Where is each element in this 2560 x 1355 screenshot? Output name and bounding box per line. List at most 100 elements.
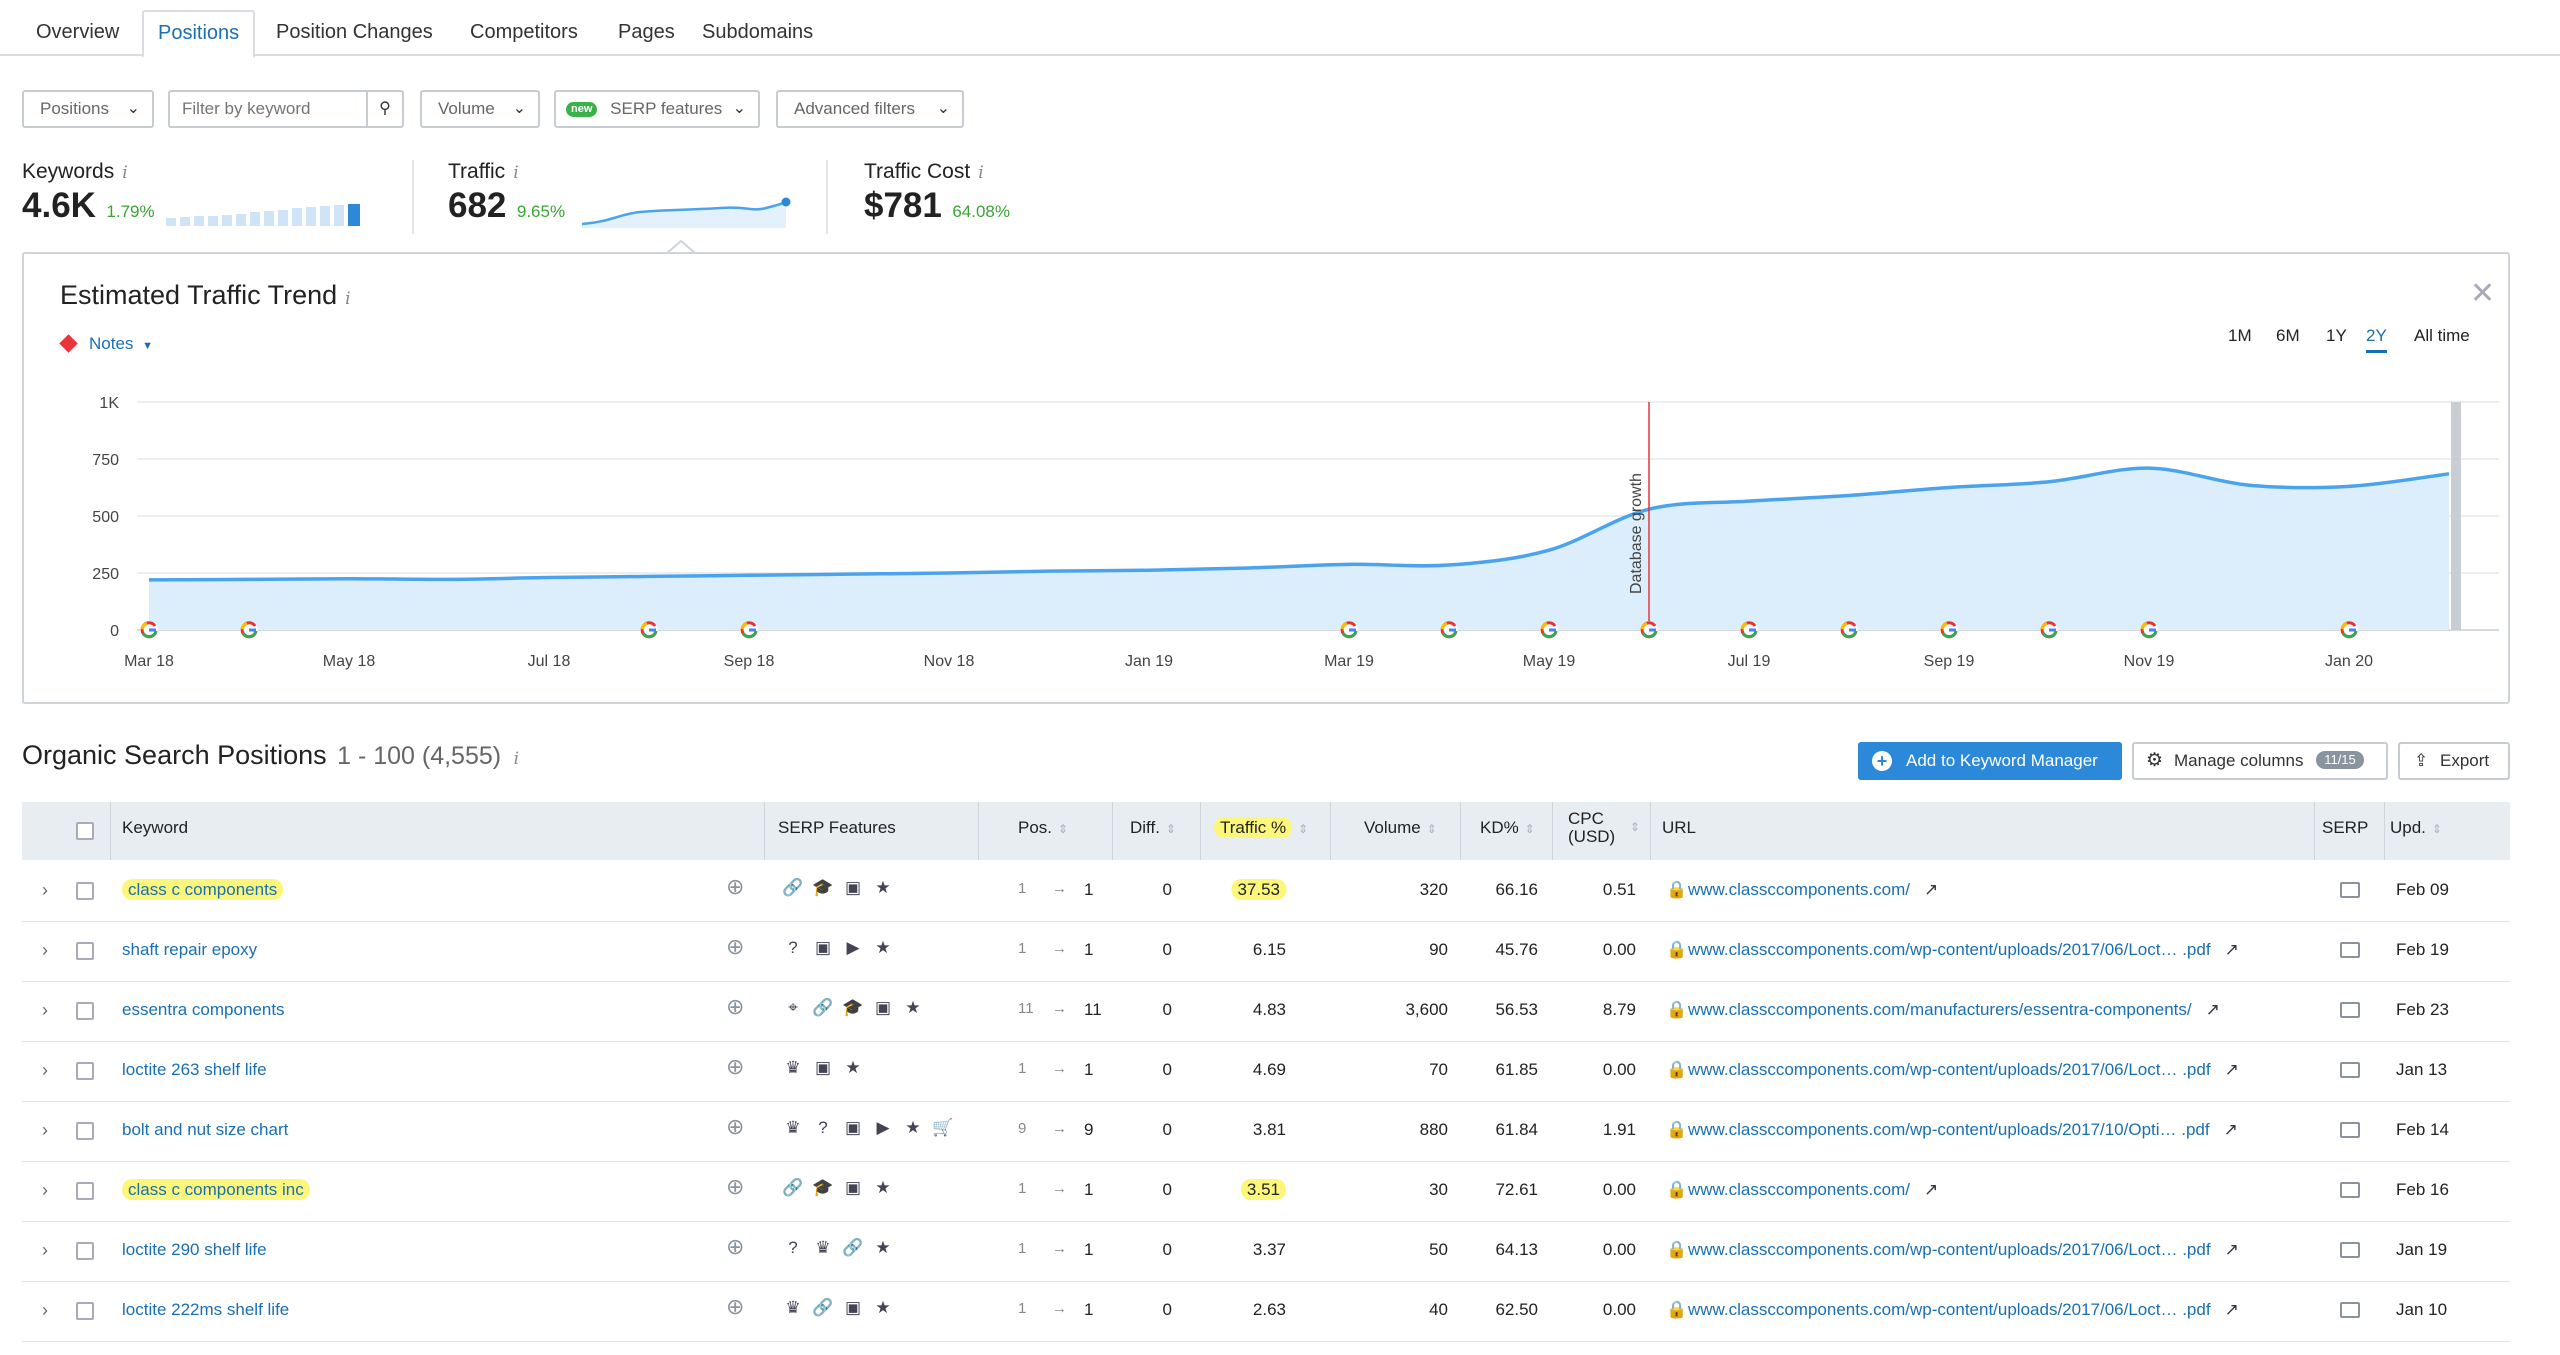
google-update-icon[interactable] — [1840, 621, 1858, 639]
google-update-icon[interactable] — [1340, 621, 1358, 639]
google-update-icon[interactable] — [140, 621, 158, 639]
serp-snapshot-icon[interactable] — [2340, 882, 2360, 898]
add-keyword-plus-icon[interactable]: ⊕ — [726, 1174, 745, 1199]
select-all-checkbox[interactable] — [76, 822, 94, 840]
add-keyword-plus-icon[interactable]: ⊕ — [726, 994, 745, 1019]
google-update-icon[interactable] — [2140, 621, 2158, 639]
range-all-time[interactable]: All time — [2414, 326, 2470, 345]
tab-position-changes[interactable]: Position Changes — [276, 21, 433, 43]
url-link[interactable]: www.classccomponents.com/wp-content/uplo… — [1688, 1300, 2239, 1319]
google-update-icon[interactable] — [240, 621, 258, 639]
expand-chevron-icon[interactable]: › — [42, 1300, 48, 1320]
info-icon[interactable]: i — [345, 289, 351, 309]
serp-snapshot-icon[interactable] — [2340, 1122, 2360, 1138]
row-checkbox[interactable] — [76, 882, 94, 900]
range-2y[interactable]: 2Y — [2366, 326, 2387, 353]
range-6m[interactable]: 6M — [2276, 326, 2300, 345]
col-traffic-pct[interactable]: Traffic % ⇕ — [1214, 817, 1308, 838]
row-checkbox[interactable] — [76, 1062, 94, 1080]
url-link[interactable]: www.classccomponents.com/wp-content/uplo… — [1688, 1240, 2239, 1259]
url-link[interactable]: www.classccomponents.com/manufacturers/e… — [1688, 1000, 2220, 1019]
google-update-icon[interactable] — [1540, 621, 1558, 639]
add-keyword-plus-icon[interactable]: ⊕ — [726, 1234, 745, 1259]
col-url[interactable]: URL — [1662, 818, 1697, 837]
external-link-icon[interactable]: ↗ — [2224, 940, 2239, 959]
tab-positions[interactable]: Positions — [142, 10, 256, 58]
keyword-link[interactable]: essentra components — [122, 1000, 285, 1019]
manage-columns-button[interactable]: ⚙ Manage columns 11/15 — [2132, 742, 2388, 780]
volume-filter[interactable]: Volume ⌄ — [420, 90, 540, 128]
url-link[interactable]: www.classccomponents.com/wp-content/uplo… — [1688, 940, 2239, 959]
expand-chevron-icon[interactable]: › — [42, 1060, 48, 1080]
url-link[interactable]: www.classccomponents.com/↗ — [1688, 1180, 1939, 1199]
url-link[interactable]: www.classccomponents.com/↗ — [1688, 880, 1939, 899]
serp-snapshot-icon[interactable] — [2340, 1242, 2360, 1258]
info-icon[interactable]: i — [513, 749, 519, 769]
row-checkbox[interactable] — [76, 1122, 94, 1140]
add-keyword-plus-icon[interactable]: ⊕ — [726, 1294, 745, 1319]
google-update-icon[interactable] — [640, 621, 658, 639]
col-diff[interactable]: Diff. ⇕ — [1130, 818, 1176, 838]
google-update-icon[interactable] — [1440, 621, 1458, 639]
expand-chevron-icon[interactable]: › — [42, 940, 48, 960]
external-link-icon[interactable]: ↗ — [2224, 1060, 2239, 1079]
row-checkbox[interactable] — [76, 1182, 94, 1200]
tab-subdomains[interactable]: Subdomains — [702, 21, 814, 43]
info-icon[interactable]: i — [978, 163, 984, 183]
table-row[interactable]: › class c components inc ⊕ 🔗 🎓 ▣ ★ 1 → 1 0 … — [22, 1162, 2510, 1222]
external-link-icon[interactable]: ↗ — [2224, 1300, 2239, 1319]
positions-filter[interactable]: Positions ⌄ — [22, 90, 154, 128]
info-icon[interactable]: i — [513, 163, 519, 183]
expand-chevron-icon[interactable]: › — [42, 1120, 48, 1140]
row-checkbox[interactable] — [76, 1302, 94, 1320]
row-checkbox[interactable] — [76, 942, 94, 960]
advanced-filters[interactable]: Advanced filters ⌄ — [776, 90, 964, 128]
tab-competitors[interactable]: Competitors — [470, 21, 578, 43]
google-update-icon[interactable] — [2340, 621, 2358, 639]
external-link-icon[interactable]: ↗ — [2224, 1240, 2239, 1259]
external-link-icon[interactable]: ↗ — [2223, 1120, 2238, 1139]
keyword-filter-input[interactable] — [170, 92, 366, 126]
search-icon[interactable]: ⚲ — [366, 92, 402, 126]
external-link-icon[interactable]: ↗ — [1924, 1180, 1939, 1199]
add-keyword-plus-icon[interactable]: ⊕ — [726, 1114, 745, 1139]
google-update-icon[interactable] — [1940, 621, 1958, 639]
info-icon[interactable]: i — [122, 163, 128, 183]
col-serp[interactable]: SERP — [2322, 818, 2369, 837]
col-kd[interactable]: KD% ⇕ — [1480, 818, 1535, 838]
serp-features-filter[interactable]: new SERP features ⌄ — [554, 90, 760, 128]
url-link[interactable]: www.classccomponents.com/wp-content/uplo… — [1688, 1060, 2239, 1079]
google-update-icon[interactable] — [740, 621, 758, 639]
serp-snapshot-icon[interactable] — [2340, 1182, 2360, 1198]
serp-snapshot-icon[interactable] — [2340, 1062, 2360, 1078]
serp-snapshot-icon[interactable] — [2340, 1002, 2360, 1018]
add-keyword-plus-icon[interactable]: ⊕ — [726, 874, 745, 899]
notes-dropdown[interactable]: Notes ▼ — [59, 334, 153, 354]
keyword-link[interactable]: bolt and nut size chart — [122, 1120, 289, 1139]
row-checkbox[interactable] — [76, 1002, 94, 1020]
keyword-link[interactable]: loctite 222ms shelf life — [122, 1300, 290, 1319]
col-position[interactable]: Pos. ⇕ — [1018, 818, 1068, 838]
keyword-link[interactable]: shaft repair epoxy — [122, 940, 258, 959]
col-cpc[interactable]: CPC (USD) — [1568, 810, 1615, 846]
col-keyword[interactable]: Keyword — [122, 818, 189, 837]
add-keyword-plus-icon[interactable]: ⊕ — [726, 1054, 745, 1079]
external-link-icon[interactable]: ↗ — [1924, 880, 1939, 899]
export-button[interactable]: ⇪ Export — [2398, 742, 2510, 780]
col-serp-features[interactable]: SERP Features — [778, 818, 896, 837]
google-update-icon[interactable] — [1740, 621, 1758, 639]
close-icon[interactable]: ✕ — [2470, 277, 2496, 310]
tab-overview[interactable]: Overview — [36, 21, 120, 43]
google-update-icon[interactable] — [2040, 621, 2058, 639]
traffic-metric[interactable]: Traffic i 682 9.65% — [448, 160, 565, 226]
table-row[interactable]: › loctite 222ms shelf life ⊕ ♛ 🔗 ▣ ★ 1 → 1 … — [22, 1282, 2510, 1342]
table-row[interactable]: › essentra components ⊕ ⌖ 🔗 🎓 ▣ ★ 11 → 11 0 … — [22, 982, 2510, 1042]
serp-snapshot-icon[interactable] — [2340, 1302, 2360, 1318]
range-1m[interactable]: 1M — [2228, 326, 2252, 345]
external-link-icon[interactable]: ↗ — [2205, 1000, 2220, 1019]
table-row[interactable]: › class c components ⊕ 🔗 🎓 ▣ ★ 1 → 1 0 37.5… — [22, 862, 2510, 922]
table-row[interactable]: › loctite 290 shelf life ⊕ ? ♛ 🔗 ★ 1 → 1 0 … — [22, 1222, 2510, 1282]
tab-pages[interactable]: Pages — [618, 21, 675, 43]
keyword-link[interactable]: class c components — [122, 879, 284, 900]
expand-chevron-icon[interactable]: › — [42, 880, 48, 900]
